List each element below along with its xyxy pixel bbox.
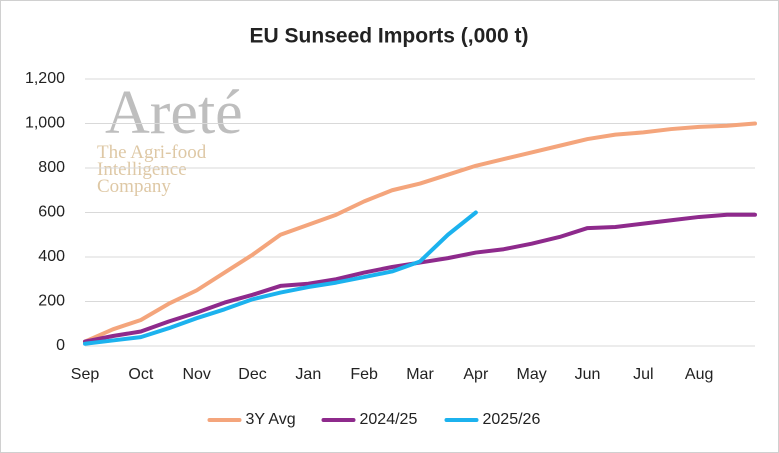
y-tick-label: 200	[38, 293, 65, 310]
x-tick-label: Mar	[406, 366, 434, 383]
x-tick-label: Dec	[238, 366, 266, 383]
chart-title: EU Sunseed Imports (,000 t)	[250, 25, 529, 48]
x-tick-label: Oct	[128, 366, 153, 383]
x-tick-label: Nov	[182, 366, 210, 383]
y-tick-label: 400	[38, 248, 65, 265]
watermark-tagline: Company	[97, 176, 171, 197]
y-tick-label: 600	[38, 204, 65, 221]
legend-label: 2025/26	[483, 411, 541, 428]
x-tick-label: Feb	[350, 366, 378, 383]
watermark-tagline: Intelligence	[97, 159, 187, 180]
legend-label: 3Y Avg	[246, 411, 296, 428]
y-tick-label: 800	[38, 159, 65, 176]
x-tick-label: May	[517, 366, 547, 383]
data-line	[83, 121, 757, 344]
x-tick-label: Sep	[71, 366, 100, 383]
watermark-name: Areté	[105, 79, 243, 147]
y-tick-label: 1,200	[25, 70, 65, 87]
x-tick-label: Jun	[575, 366, 601, 383]
watermark-tagline: The Agri-food	[97, 142, 207, 163]
y-tick-label: 0	[56, 337, 65, 354]
x-tick-label: Jul	[633, 366, 653, 383]
y-tick-label: 1,000	[25, 115, 65, 132]
legend-label: 2024/25	[360, 411, 418, 428]
x-tick-label: Apr	[463, 366, 489, 383]
x-tick-label: Jan	[295, 366, 321, 383]
x-tick-label: Aug	[685, 366, 713, 383]
data-line	[83, 210, 478, 346]
